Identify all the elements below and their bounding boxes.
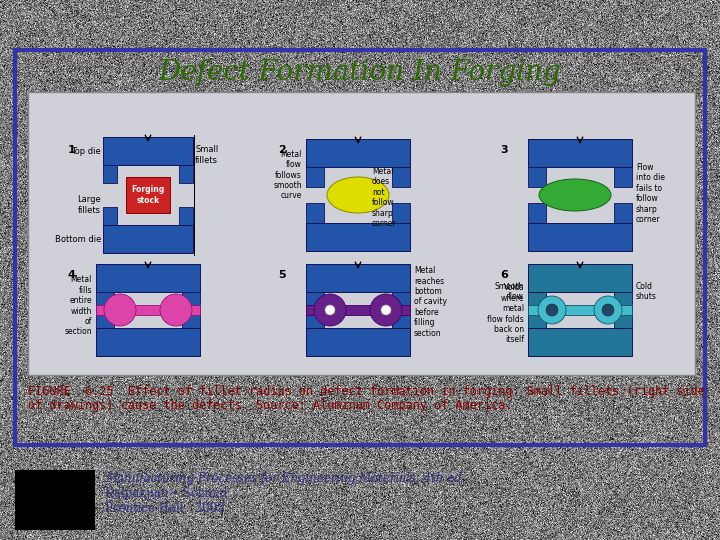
Text: Flow
into die
fails to
follow
sharp
corner: Flow into die fails to follow sharp corn… bbox=[636, 163, 665, 224]
FancyBboxPatch shape bbox=[103, 137, 193, 165]
Bar bbox=[306, 167, 324, 187]
Text: 3: 3 bbox=[500, 145, 508, 155]
Bar bbox=[614, 292, 632, 328]
Bar bbox=[392, 167, 410, 187]
Bar bbox=[96, 292, 114, 328]
Bar bbox=[126, 177, 170, 213]
Text: Top die: Top die bbox=[71, 146, 101, 156]
Ellipse shape bbox=[539, 179, 611, 211]
Text: Metal
does
not
follow
sharp
corner: Metal does not follow sharp corner bbox=[372, 167, 397, 228]
Bar bbox=[306, 203, 324, 223]
Circle shape bbox=[546, 304, 558, 316]
Bar bbox=[179, 165, 193, 183]
Bar bbox=[528, 328, 632, 356]
Bar bbox=[614, 203, 632, 223]
Bar bbox=[306, 223, 410, 251]
Bar bbox=[528, 223, 632, 251]
Text: Large
fillets: Large fillets bbox=[77, 195, 101, 215]
Text: Manufacturing Processes for Engineering Materials, 4th ed.: Manufacturing Processes for Engineering … bbox=[105, 472, 465, 485]
Text: Kalpakjian • Schmid: Kalpakjian • Schmid bbox=[105, 487, 228, 500]
Bar bbox=[28, 92, 695, 375]
Text: FIGURE  6.25  Effect of fillet radius on defect formation in forging. Small fill: FIGURE 6.25 Effect of fillet radius on d… bbox=[28, 385, 705, 398]
Bar bbox=[614, 167, 632, 187]
Text: Cold
shuts: Cold shuts bbox=[636, 282, 657, 301]
Bar bbox=[96, 264, 200, 292]
Text: Forging
stock: Forging stock bbox=[131, 185, 165, 205]
Circle shape bbox=[381, 305, 391, 315]
Bar bbox=[528, 139, 632, 167]
Bar bbox=[528, 264, 632, 292]
Bar bbox=[306, 292, 324, 328]
Circle shape bbox=[160, 294, 192, 326]
Text: 5: 5 bbox=[278, 270, 286, 280]
Text: Metal
reaches
bottom
of cavity
before
filling
section: Metal reaches bottom of cavity before fi… bbox=[414, 266, 447, 338]
Text: Defect Formation In Forging: Defect Formation In Forging bbox=[158, 58, 562, 85]
Bar bbox=[15, 470, 95, 530]
Bar bbox=[103, 207, 117, 225]
Text: of drawings) cause the defects. Source: Aluminum Company of America.: of drawings) cause the defects. Source: … bbox=[28, 399, 513, 412]
Bar bbox=[15, 50, 705, 445]
Text: Metal
fills
entire
width
of
section: Metal fills entire width of section bbox=[64, 275, 92, 336]
Bar bbox=[182, 292, 200, 328]
Bar bbox=[306, 305, 410, 315]
Bar bbox=[179, 207, 193, 225]
Circle shape bbox=[370, 294, 402, 326]
FancyBboxPatch shape bbox=[103, 225, 193, 253]
Text: Small
fillets: Small fillets bbox=[195, 145, 218, 165]
Text: Prentice Hall,  2003: Prentice Hall, 2003 bbox=[105, 502, 225, 515]
Bar bbox=[528, 203, 546, 223]
Bar bbox=[392, 292, 410, 328]
Bar bbox=[103, 165, 117, 183]
Ellipse shape bbox=[327, 177, 389, 213]
Text: Smooth
flow: Smooth flow bbox=[495, 282, 524, 301]
Bar bbox=[528, 305, 632, 315]
Bar bbox=[528, 167, 546, 187]
Text: 2: 2 bbox=[278, 145, 286, 155]
Bar bbox=[392, 203, 410, 223]
Text: 6: 6 bbox=[500, 270, 508, 280]
Circle shape bbox=[104, 294, 136, 326]
Text: 1: 1 bbox=[68, 145, 76, 155]
Circle shape bbox=[594, 296, 622, 324]
Circle shape bbox=[325, 305, 335, 315]
Bar bbox=[96, 305, 200, 315]
Bar bbox=[96, 328, 200, 356]
Circle shape bbox=[602, 304, 614, 316]
Bar bbox=[306, 328, 410, 356]
Bar bbox=[306, 264, 410, 292]
Text: Metal
flow
follows
smooth
curve: Metal flow follows smooth curve bbox=[274, 150, 302, 200]
Bar bbox=[528, 292, 546, 328]
Text: Voids
where
metal
flow folds
back on
itself: Voids where metal flow folds back on its… bbox=[487, 284, 524, 345]
Circle shape bbox=[314, 294, 346, 326]
Circle shape bbox=[538, 296, 566, 324]
Text: 4: 4 bbox=[68, 270, 76, 280]
Bar bbox=[306, 139, 410, 167]
Text: Bottom die: Bottom die bbox=[55, 234, 101, 244]
